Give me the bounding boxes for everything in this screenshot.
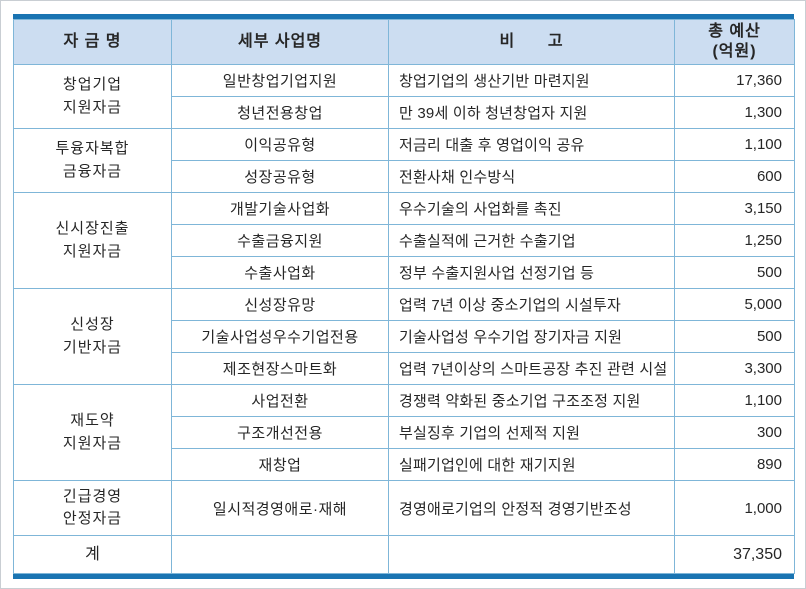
budget-cell: 1,300	[674, 96, 795, 129]
budget-cell: 17,360	[674, 64, 795, 97]
detail-cell: 일반창업기업지원	[171, 64, 389, 97]
table-row: 기술사업성우수기업전용 기술사업성 우수기업 장기자금 지원 500	[14, 320, 795, 353]
detail-cell: 구조개선전용	[171, 416, 389, 449]
total-row: 계 37,350	[13, 535, 795, 574]
fund-name-cell: 투융자복합 금융자금	[13, 128, 172, 193]
remarks-cell: 수출실적에 근거한 수출기업	[388, 224, 675, 257]
header-remarks: 비 고	[388, 19, 675, 65]
table-row: 창업기업 지원자금 일반창업기업지원 창업기업의 생산기반 마련지원 17,36…	[13, 64, 795, 129]
fund-name-cell: 창업기업 지원자금	[13, 64, 172, 129]
table-row: 성장공유형 전환사채 인수방식 600	[14, 160, 795, 193]
remarks-cell: 전환사채 인수방식	[388, 160, 675, 193]
table-row: 제조현장스마트화 업력 7년이상의 스마트공장 추진 관련 시설 3,300	[14, 352, 795, 385]
total-detail-cell	[171, 535, 389, 574]
header-total-budget: 총 예산 (억원)	[674, 19, 795, 65]
budget-table-container: 자 금 명 세부 사업명 비 고 총 예산 (억원) 창업기업 지원자금 일반창…	[13, 14, 795, 579]
table-row: 수출금융지원 수출실적에 근거한 수출기업 1,250	[14, 224, 795, 257]
table-row: 수출사업화 정부 수출지원사업 선정기업 등 500	[14, 256, 795, 289]
remarks-cell: 업력 7년 이상 중소기업의 시설투자	[388, 288, 675, 321]
table-row: 신시장진출 지원자금 개발기술사업화 우수기술의 사업화를 촉진 3,150	[13, 192, 795, 289]
remarks-cell: 실패기업인에 대한 재기지원	[388, 448, 675, 481]
detail-cell: 사업전환	[171, 384, 389, 417]
budget-cell: 600	[674, 160, 795, 193]
remarks-cell: 경영애로기업의 안정적 경영기반조성	[388, 480, 675, 536]
header-fund-name: 자 금 명	[13, 19, 172, 65]
table-row: 투융자복합 금융자금 이익공유형 저금리 대출 후 영업이익 공유 1,100	[13, 128, 795, 193]
detail-cell: 수출사업화	[171, 256, 389, 289]
detail-cell: 청년전용창업	[171, 96, 389, 129]
detail-cell: 기술사업성우수기업전용	[171, 320, 389, 353]
header-detail-name: 세부 사업명	[171, 19, 389, 65]
remarks-cell: 만 39세 이하 청년창업자 지원	[388, 96, 675, 129]
detail-cell: 제조현장스마트화	[171, 352, 389, 385]
table-row: 구조개선전용 부실징후 기업의 선제적 지원 300	[14, 416, 795, 449]
header-row: 자 금 명 세부 사업명 비 고 총 예산 (억원)	[13, 19, 795, 65]
detail-cell: 수출금융지원	[171, 224, 389, 257]
budget-cell: 500	[674, 320, 795, 353]
budget-cell: 890	[674, 448, 795, 481]
budget-cell: 1,100	[674, 384, 795, 417]
detail-cell: 성장공유형	[171, 160, 389, 193]
budget-cell: 300	[674, 416, 795, 449]
budget-cell: 1,100	[674, 128, 795, 161]
budget-cell: 3,150	[674, 192, 795, 225]
budget-table: 자 금 명 세부 사업명 비 고 총 예산 (억원) 창업기업 지원자금 일반창…	[13, 19, 795, 574]
table-row: 긴급경영 안정자금 일시적경영애로·재해 경영애로기업의 안정적 경영기반조성 …	[13, 480, 795, 536]
detail-cell: 개발기술사업화	[171, 192, 389, 225]
fund-name-cell: 긴급경영 안정자금	[13, 480, 172, 536]
remarks-cell: 경쟁력 약화된 중소기업 구조조정 지원	[388, 384, 675, 417]
remarks-cell: 업력 7년이상의 스마트공장 추진 관련 시설	[388, 352, 675, 385]
budget-cell: 1,250	[674, 224, 795, 257]
fund-name-cell: 신시장진출 지원자금	[13, 192, 172, 289]
remarks-cell: 부실징후 기업의 선제적 지원	[388, 416, 675, 449]
budget-cell: 3,300	[674, 352, 795, 385]
budget-cell: 5,000	[674, 288, 795, 321]
total-budget-cell: 37,350	[674, 535, 795, 574]
remarks-cell: 정부 수출지원사업 선정기업 등	[388, 256, 675, 289]
remarks-cell: 기술사업성 우수기업 장기자금 지원	[388, 320, 675, 353]
detail-cell: 재창업	[171, 448, 389, 481]
detail-cell: 신성장유망	[171, 288, 389, 321]
remarks-cell: 창업기업의 생산기반 마련지원	[388, 64, 675, 97]
remarks-cell: 저금리 대출 후 영업이익 공유	[388, 128, 675, 161]
fund-name-cell: 재도약 지원자금	[13, 384, 172, 481]
table-row: 신성장 기반자금 신성장유망 업력 7년 이상 중소기업의 시설투자 5,000	[13, 288, 795, 385]
remarks-cell: 우수기술의 사업화를 촉진	[388, 192, 675, 225]
detail-cell: 일시적경영애로·재해	[171, 480, 389, 536]
table-row: 재도약 지원자금 사업전환 경쟁력 약화된 중소기업 구조조정 지원 1,100	[13, 384, 795, 481]
table-row: 청년전용창업 만 39세 이하 청년창업자 지원 1,300	[14, 96, 795, 129]
detail-cell: 이익공유형	[171, 128, 389, 161]
table-row: 재창업 실패기업인에 대한 재기지원 890	[14, 448, 795, 481]
budget-cell: 1,000	[674, 480, 795, 536]
fund-name-cell: 신성장 기반자금	[13, 288, 172, 385]
budget-cell: 500	[674, 256, 795, 289]
total-remarks-cell	[388, 535, 675, 574]
total-label-cell: 계	[13, 535, 172, 574]
